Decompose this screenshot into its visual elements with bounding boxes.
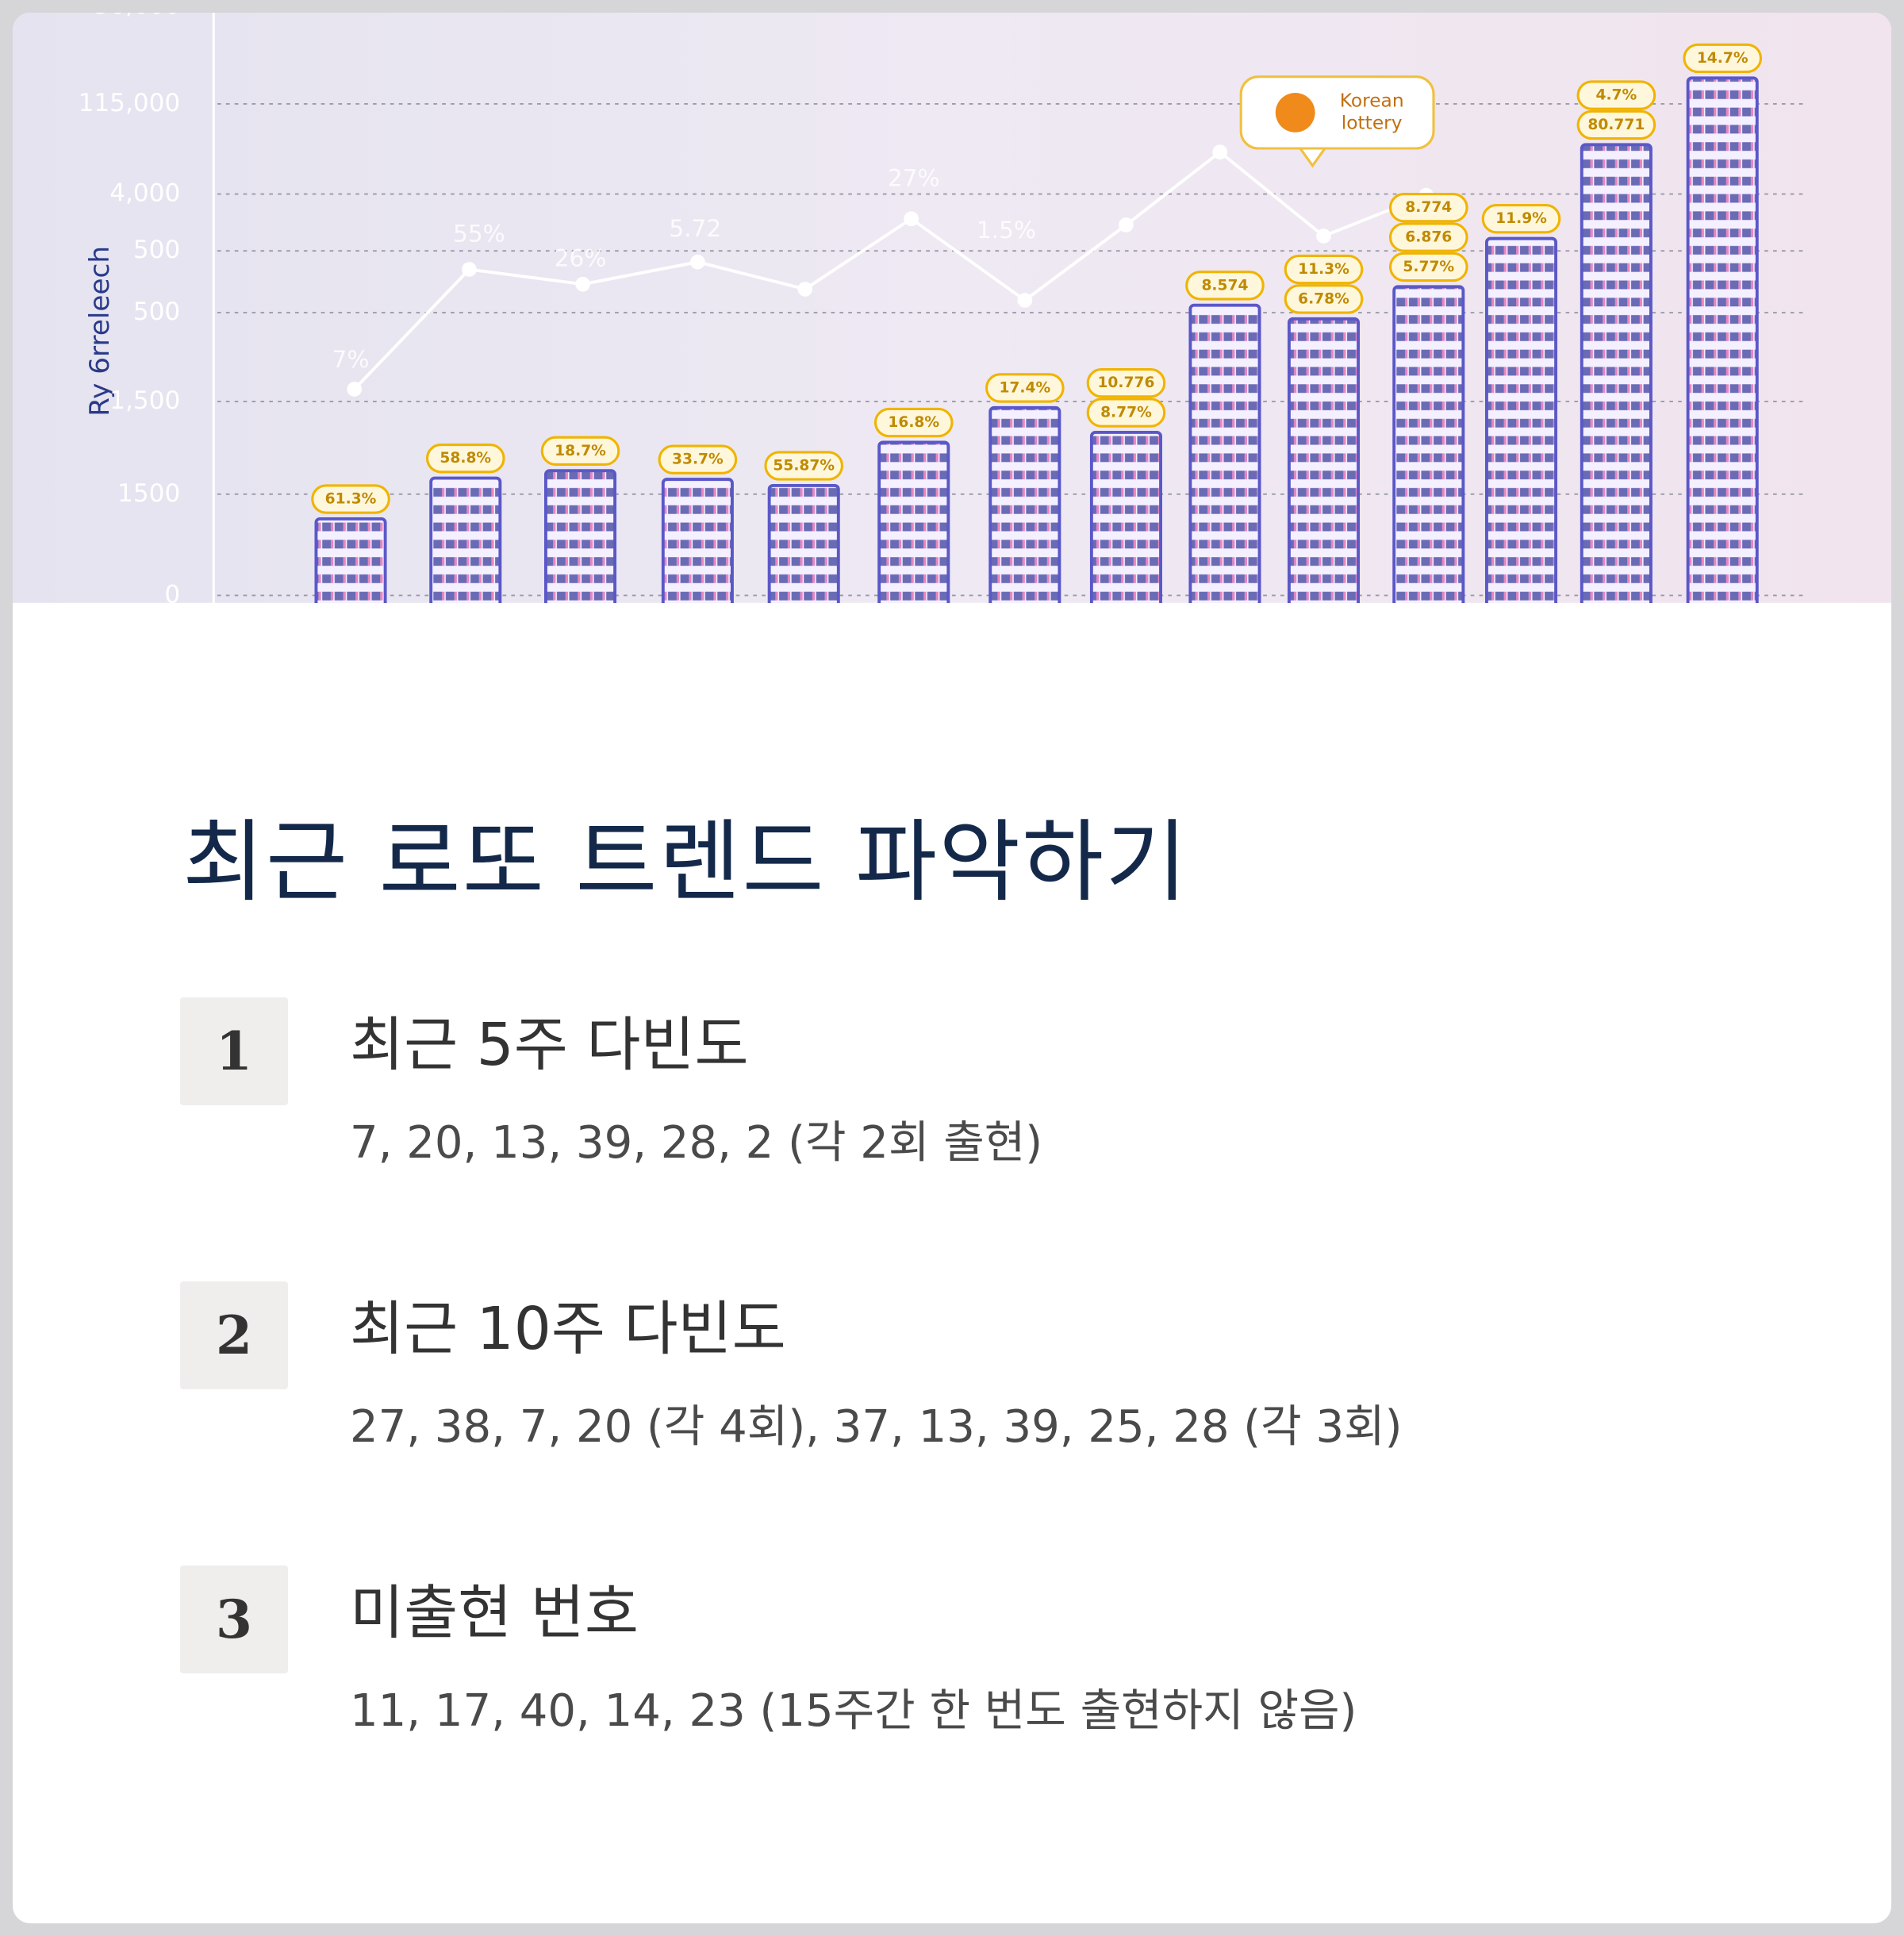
badge-label: 18.7%	[555, 443, 606, 459]
y-tick-label: 1,500	[109, 386, 180, 415]
bar	[1188, 303, 1261, 603]
y-tick-label: 0	[164, 580, 180, 603]
badge-label: 5.77%	[1403, 259, 1454, 275]
bar	[1686, 76, 1759, 603]
trend-point	[904, 211, 919, 227]
line-label: 55%	[453, 220, 505, 247]
bar	[767, 483, 840, 603]
badge	[540, 436, 620, 467]
trend-point	[347, 382, 363, 397]
hero-image: Ry 6rreleech 56,000 115,000 4,000 500 500 1,5…	[13, 13, 1891, 603]
badge-label: 6.876	[1405, 229, 1452, 246]
badge-label: 8.574	[1201, 277, 1248, 294]
line-label: 26%	[555, 245, 607, 272]
bar	[661, 478, 734, 603]
bar	[988, 405, 1061, 603]
badge	[1185, 271, 1265, 301]
item-heading: 최근 10주 다빈도	[350, 1295, 786, 1363]
y-tick-label: 4,000	[109, 179, 180, 208]
bar	[877, 440, 950, 603]
callout: Korean lottery	[1239, 75, 1435, 168]
bar	[1580, 143, 1653, 603]
trend-point	[1316, 229, 1331, 244]
badge-label: 8.77%	[1100, 405, 1152, 421]
badge-label: 8.774	[1405, 199, 1452, 216]
badge-label: 6.78%	[1298, 290, 1349, 307]
badge-label: 55.87%	[773, 458, 835, 474]
badge	[1284, 284, 1364, 314]
badge	[985, 373, 1065, 403]
badge	[1481, 204, 1561, 234]
y-axis-label: Ry 6rreleech	[84, 246, 116, 417]
badge	[764, 451, 844, 481]
callout-text: Korean	[1340, 89, 1404, 111]
badge	[873, 407, 954, 438]
item-detail: 11, 17, 40, 14, 23 (15주간 한 번도 출현하지 않음)	[350, 1685, 1357, 1737]
badge-label: 14.7%	[1697, 50, 1749, 67]
trend-point	[575, 276, 590, 292]
bar	[1287, 317, 1361, 603]
bar	[1484, 236, 1558, 603]
item-heading: 최근 5주 다빈도	[350, 1011, 749, 1079]
article-title: 최근 로또 트렌드 파악하기	[182, 811, 1189, 914]
line-label: 7%	[332, 346, 370, 373]
badge	[1388, 252, 1468, 282]
trend-point	[797, 282, 813, 297]
callout-text: lottery	[1342, 111, 1403, 133]
badge	[658, 444, 738, 474]
y-tick-label: 500	[133, 298, 180, 326]
y-tick-label: 1500	[117, 479, 180, 508]
trend-point	[1119, 217, 1134, 232]
badge	[1576, 109, 1656, 140]
badge	[1086, 398, 1166, 428]
item-heading: 미출현 번호	[350, 1579, 639, 1647]
bar	[1089, 431, 1162, 603]
item-number: 2	[180, 1281, 288, 1389]
badge	[1388, 222, 1468, 252]
y-tick-label: 500	[133, 236, 180, 264]
badge	[1683, 43, 1763, 74]
badge	[1086, 368, 1166, 398]
item-detail: 7, 20, 13, 39, 28, 2 (각 2회 출현)	[350, 1117, 1043, 1169]
badge-label: 10.776	[1097, 375, 1154, 391]
badge-label: 58.8%	[440, 450, 491, 467]
line-label: 1.5%	[977, 217, 1036, 244]
item-number: 3	[180, 1565, 288, 1673]
trend-point	[1017, 293, 1033, 308]
badge-label: 11.9%	[1495, 210, 1547, 227]
badge-label: 61.3%	[325, 491, 377, 508]
badge-label: 17.4%	[999, 379, 1050, 396]
bar	[1392, 285, 1465, 603]
bar	[429, 476, 502, 603]
badge	[1576, 80, 1656, 110]
trend-point	[1212, 144, 1228, 160]
badge-label: 11.3%	[1298, 261, 1349, 278]
y-tick-label: 115,000	[79, 89, 181, 117]
bar	[314, 517, 387, 603]
badge-label: 33.7%	[672, 451, 724, 468]
line-label: 27%	[888, 164, 940, 191]
trend-point	[690, 254, 705, 270]
badge	[311, 484, 390, 514]
item-detail: 27, 38, 7, 20 (각 4회), 37, 13, 39, 25, 28…	[350, 1401, 1403, 1453]
y-tick-label: 56,000	[94, 13, 180, 20]
badge	[1388, 193, 1468, 223]
badge	[1284, 254, 1364, 285]
article-card: Ry 6rreleech 56,000 115,000 4,000 500 500 1,5…	[13, 13, 1891, 1923]
item-number: 1	[180, 997, 288, 1105]
badge	[425, 443, 505, 474]
badge-label: 80.771	[1587, 117, 1645, 133]
trend-point	[462, 262, 477, 277]
badge-label: 4.7%	[1595, 87, 1637, 104]
bar	[543, 469, 617, 603]
line-label: 5.72	[669, 215, 721, 242]
badge-label: 16.8%	[888, 414, 939, 431]
